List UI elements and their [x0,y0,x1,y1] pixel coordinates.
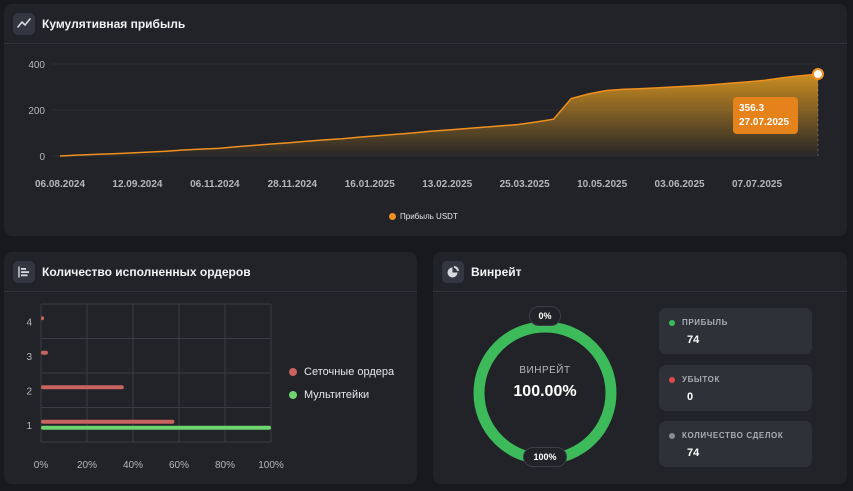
winrate-card-header: Винрейт [433,252,847,292]
line-chart-icon [13,13,35,35]
y-tick-label: 4 [26,317,32,328]
donut-center-label: ВИНРЕЙТ [519,365,571,376]
y-tick-label: 400 [28,60,45,71]
count-status-dot [669,432,675,439]
x-tick-label: 03.06.2025 [655,179,705,190]
x-tick-label: 28.11.2024 [268,179,318,190]
bar-grid-orders[interactable] [41,350,48,355]
x-tick-label: 10.05.2025 [577,179,627,190]
profit-end-point[interactable] [812,68,824,81]
y-tick-label: 2 [26,386,32,397]
profit-card-header: Кумулятивная прибыль [4,4,847,44]
legend-marker [289,391,297,399]
orders-card-header: Количество исполненных ордеров [4,252,417,292]
legend-label: Сеточные ордера [304,366,395,378]
stat-value: 74 [687,447,700,459]
stat-label: ПРИБЫЛЬ [682,318,728,327]
y-tick-label: 3 [26,352,32,363]
pie-chart-icon [442,261,464,283]
y-tick-label: 200 [28,106,45,117]
profit-card-title: Кумулятивная прибыль [42,17,186,31]
x-tick-label: 06.11.2024 [190,179,240,190]
legend-item-multitakes[interactable]: Мультитейки [289,389,369,401]
x-tick-label: 80% [215,460,235,471]
profit-chart[interactable]: 400 200 0 06.08.2024 12.09.2024 06.11.2024 28… [4,4,847,236]
stat-loss: УБЫТОК 0 [659,365,812,411]
tooltip-value: 356.3 [739,103,765,114]
y-tick-label: 0 [39,152,45,163]
winrate-card-title: Винрейт [471,265,522,279]
x-tick-label: 100% [258,460,284,471]
profit-tooltip: 356.3 27.07.2025 [733,97,798,134]
donut-bottom-pill: 100% [523,447,567,467]
x-tick-label: 16.01.2025 [345,179,395,190]
legend-label: Прибыль USDT [400,212,458,221]
orders-chart[interactable]: 0% 20% 40% 60% 80% 100% 1 2 3 4 [4,252,417,484]
legend-marker [389,213,396,220]
x-tick-label: 60% [169,460,189,471]
x-tick-label: 13.02.2025 [422,179,472,190]
stat-profit: ПРИБЫЛЬ 74 [659,308,812,354]
legend-label: Мультитейки [304,389,370,401]
legend-item-grid-orders[interactable]: Сеточные ордера [289,366,394,378]
stat-value: 74 [687,334,700,346]
bar-grid-orders[interactable] [41,419,175,424]
stat-value: 0 [687,391,694,403]
x-tick-label: 0% [34,460,49,471]
stat-trade-count: КОЛИЧЕСТВО СДЕЛОК 74 [659,421,812,467]
bar-grid-orders[interactable] [41,316,44,321]
bar-grid-orders[interactable] [41,385,124,390]
profit-legend[interactable]: Прибыль USDT [389,212,458,221]
y-tick-label: 1 [26,421,32,432]
orders-card: Количество исполненных ордеров 0% 20% 40% 6… [4,252,417,484]
profit-status-dot [669,319,675,326]
tooltip-date: 27.07.2025 [739,117,790,128]
x-tick-label: 12.09.2024 [112,179,162,190]
x-tick-label: 40% [123,460,143,471]
orders-card-title: Количество исполненных ордеров [42,265,251,279]
bar-list-icon [13,261,35,283]
bar-multitakes[interactable] [41,425,271,430]
donut-center-value: 100.00% [513,383,577,400]
profit-area [60,74,818,156]
x-tick-label: 20% [77,460,97,471]
legend-marker [289,368,297,376]
stat-label: КОЛИЧЕСТВО СДЕЛОК [682,431,784,440]
x-tick-label: 25.03.2025 [500,179,550,190]
x-tick-label: 06.08.2024 [35,179,85,190]
winrate-card: Винрейт ВИНРЕЙТ 100.00% 0% 100% ПРИБЫЛЬ … [433,252,847,484]
loss-status-dot [669,376,675,383]
profit-series-line[interactable] [59,73,819,157]
donut-top-pill: 0% [529,306,561,326]
x-tick-label: 07.07.2025 [732,179,782,190]
stat-label: УБЫТОК [682,375,720,384]
profit-card: Кумулятивная прибыль 400 200 0 06.08.2024 1… [4,4,847,236]
